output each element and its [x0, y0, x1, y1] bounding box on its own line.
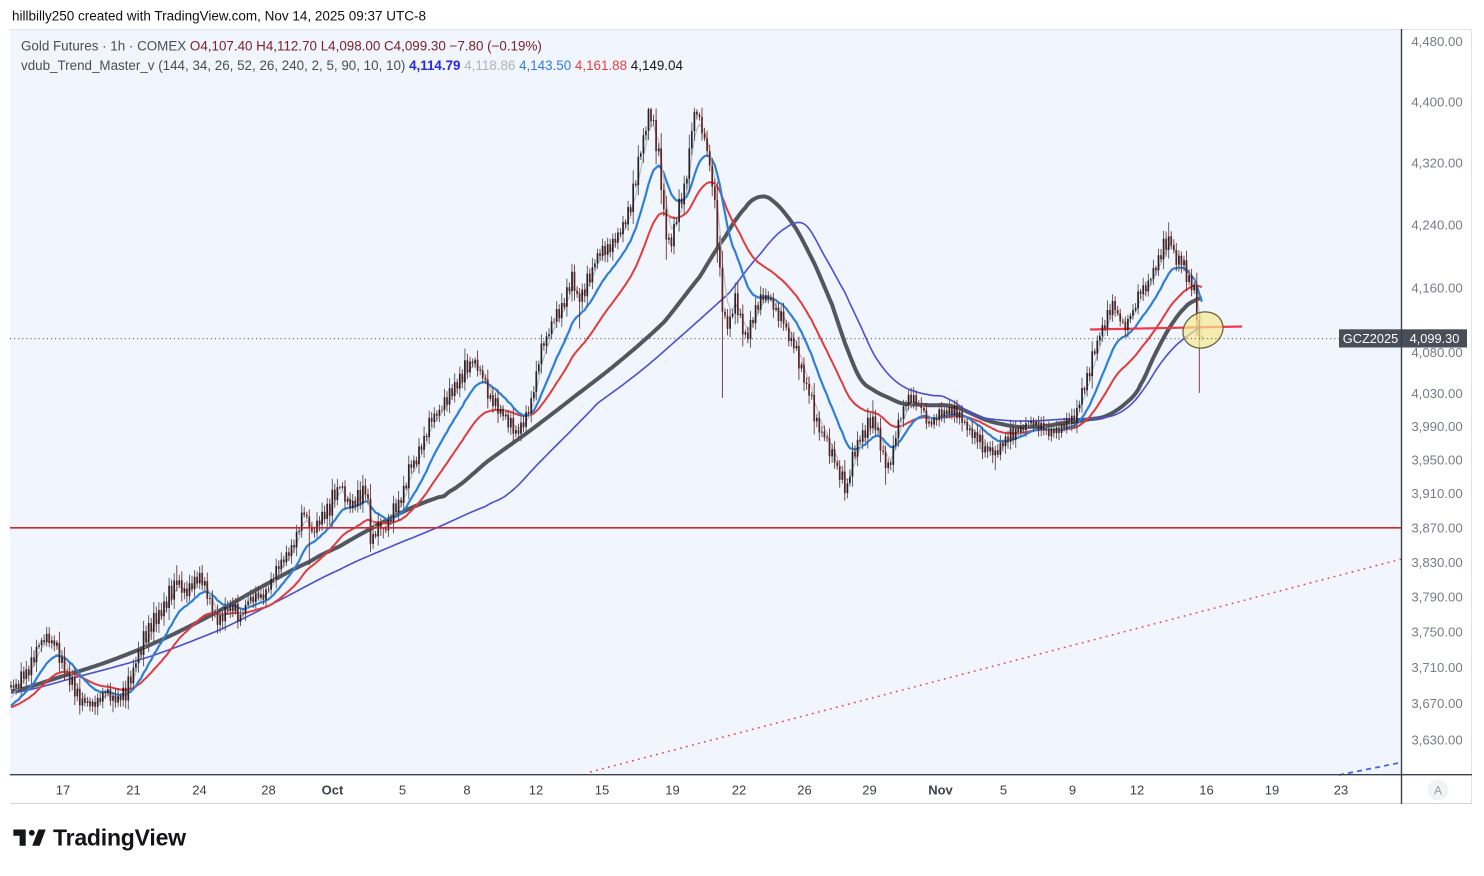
svg-text:3,950.00: 3,950.00	[1411, 453, 1462, 468]
svg-text:5: 5	[399, 783, 406, 798]
svg-text:3,630.00: 3,630.00	[1411, 732, 1462, 747]
svg-text:3,670.00: 3,670.00	[1411, 696, 1462, 711]
svg-text:4,320.00: 4,320.00	[1411, 156, 1462, 171]
svg-text:TradingView: TradingView	[53, 825, 186, 851]
svg-text:12: 12	[529, 783, 543, 798]
svg-text:GCZ2025: GCZ2025	[1343, 331, 1398, 346]
svg-text:15: 15	[595, 783, 609, 798]
svg-text:3,870.00: 3,870.00	[1411, 520, 1462, 535]
svg-text:Nov: Nov	[928, 783, 953, 798]
svg-text:4,099.30: 4,099.30	[1410, 331, 1460, 346]
svg-text:A: A	[1434, 783, 1442, 797]
svg-text:23: 23	[1334, 783, 1348, 798]
svg-text:9: 9	[1069, 783, 1076, 798]
svg-text:28: 28	[261, 783, 275, 798]
svg-text:12: 12	[1130, 783, 1144, 798]
svg-text:4,400.00: 4,400.00	[1411, 95, 1462, 110]
svg-text:3,710.00: 3,710.00	[1411, 660, 1462, 675]
svg-text:19: 19	[665, 783, 679, 798]
svg-text:3,790.00: 3,790.00	[1411, 590, 1462, 605]
svg-text:3,910.00: 3,910.00	[1411, 486, 1462, 501]
svg-text:hillbilly250 created with Trad: hillbilly250 created with TradingView.co…	[12, 9, 426, 24]
svg-text:3,830.00: 3,830.00	[1411, 555, 1462, 570]
svg-text:17: 17	[56, 783, 70, 798]
svg-text:29: 29	[862, 783, 876, 798]
svg-text:5: 5	[1000, 783, 1007, 798]
svg-text:8: 8	[463, 783, 470, 798]
svg-text:3,990.00: 3,990.00	[1411, 419, 1462, 434]
svg-text:22: 22	[732, 783, 746, 798]
svg-text:Gold Futures · 1h · COMEX O4,: Gold Futures · 1h · COMEX O4,107.40 H4,1…	[21, 38, 542, 53]
svg-text:16: 16	[1199, 783, 1213, 798]
svg-text:19: 19	[1265, 783, 1279, 798]
svg-text:vdub_Trend_Master_v (144, 34,: vdub_Trend_Master_v (144, 34, 26, 52, 26…	[21, 58, 683, 73]
svg-text:Oct: Oct	[322, 783, 344, 798]
svg-text:24: 24	[192, 783, 206, 798]
svg-text:4,480.00: 4,480.00	[1411, 34, 1462, 49]
svg-text:26: 26	[797, 783, 811, 798]
svg-text:21: 21	[126, 783, 140, 798]
svg-text:4,030.00: 4,030.00	[1411, 386, 1462, 401]
svg-text:4,240.00: 4,240.00	[1411, 218, 1462, 233]
svg-text:4,080.00: 4,080.00	[1411, 345, 1462, 360]
svg-text:4,160.00: 4,160.00	[1411, 281, 1462, 296]
svg-text:3,750.00: 3,750.00	[1411, 625, 1462, 640]
